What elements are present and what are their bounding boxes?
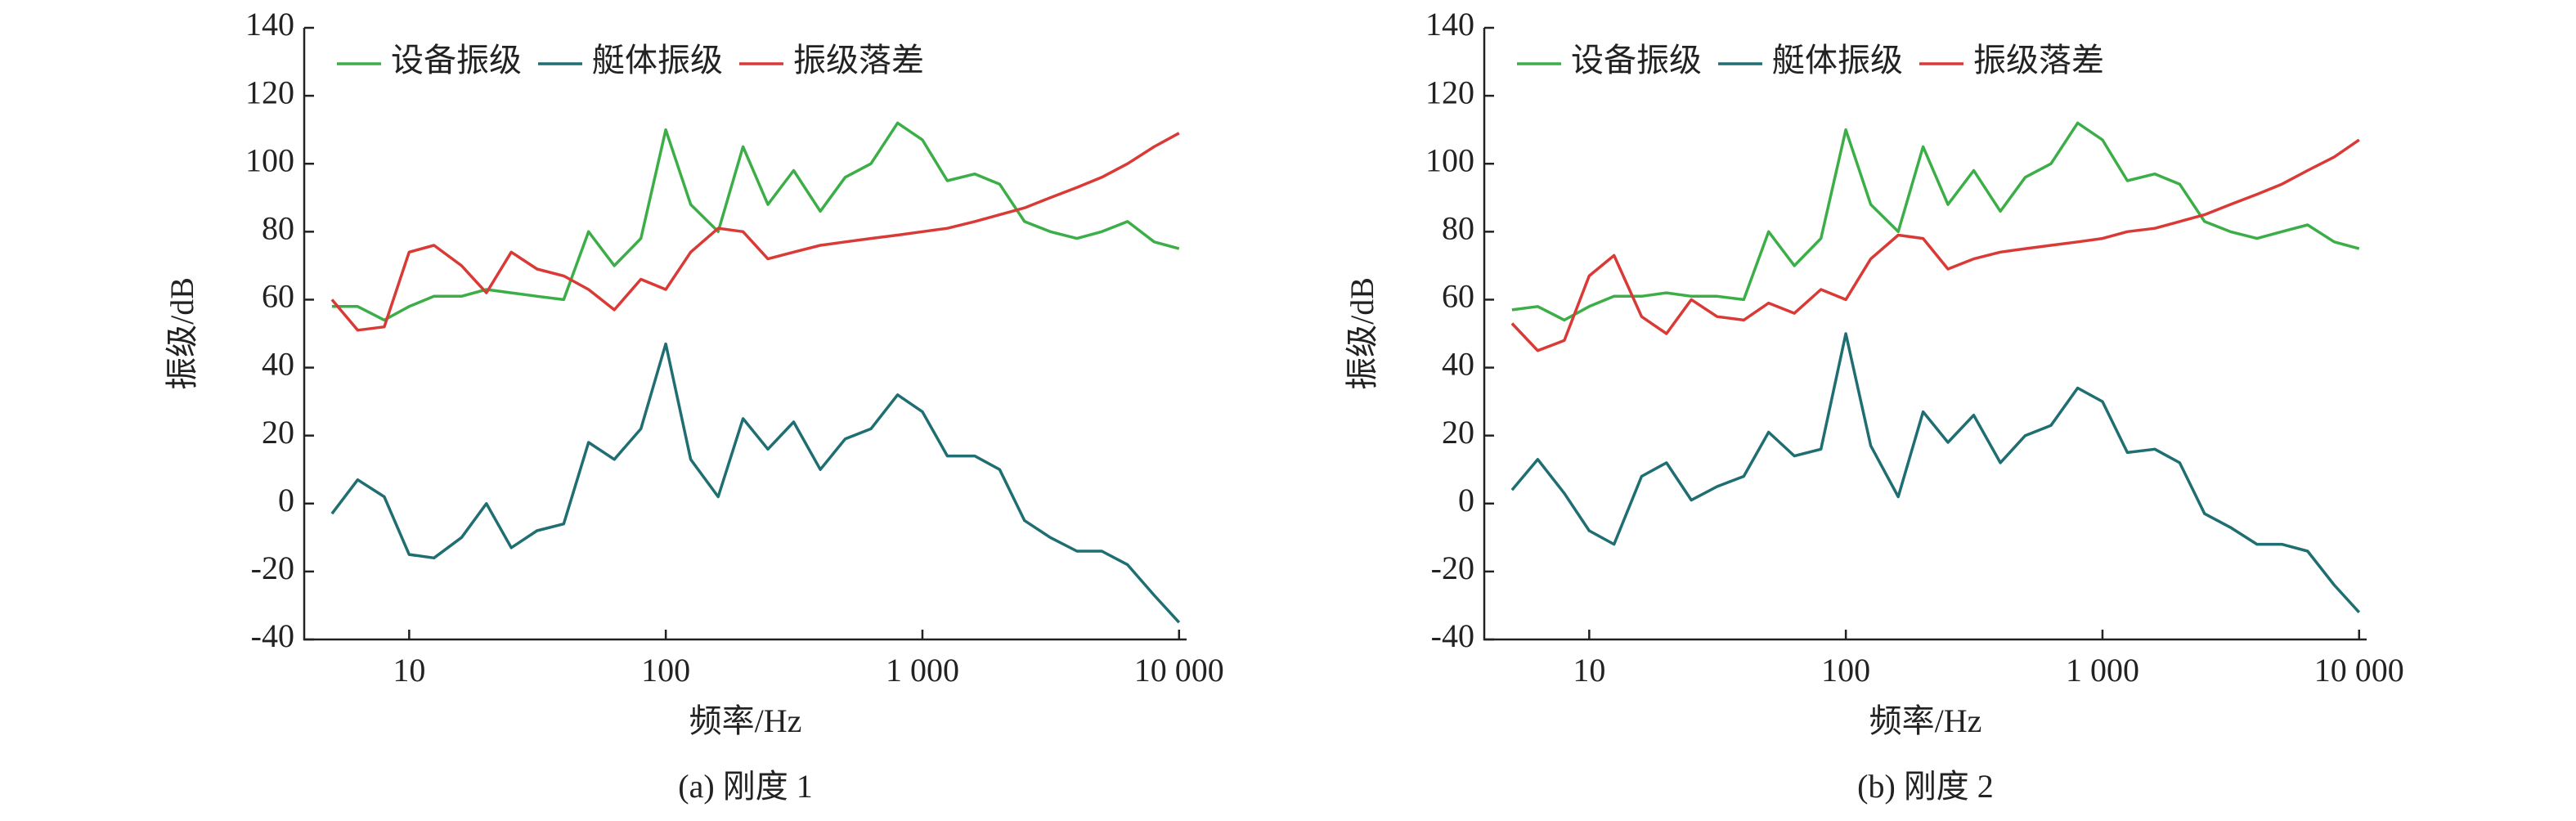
x-tick-label: 10 000 bbox=[2314, 652, 2404, 689]
y-tick-label: 140 bbox=[245, 6, 294, 43]
x-tick-label: 10 000 bbox=[1134, 652, 1224, 689]
legend-label: 设备振级 bbox=[1571, 42, 1702, 79]
axis-line bbox=[303, 28, 1187, 641]
series-line bbox=[1510, 332, 2361, 613]
series-line bbox=[331, 121, 1180, 322]
series-line bbox=[1511, 121, 2360, 322]
chart-title: (a) 刚度 1 bbox=[678, 768, 812, 805]
legend-label: 设备振级 bbox=[391, 42, 522, 79]
y-tick-label: 120 bbox=[1425, 74, 1474, 110]
y-axis-label: 振级/dB bbox=[164, 277, 200, 390]
y-tick-label: -20 bbox=[251, 550, 294, 586]
axis-line bbox=[1483, 28, 2367, 641]
legend-label: 艇体振级 bbox=[592, 42, 723, 79]
x-tick-label: 100 bbox=[641, 652, 690, 689]
x-axis-label: 频率/Hz bbox=[689, 702, 802, 739]
y-tick-label: -40 bbox=[251, 617, 294, 654]
y-tick-label: 60 bbox=[262, 278, 294, 315]
y-tick-label: 60 bbox=[1442, 278, 1474, 315]
y-tick-label: 0 bbox=[278, 482, 294, 518]
chart-title: (b) 刚度 2 bbox=[1857, 768, 1994, 805]
y-tick-label: 120 bbox=[245, 74, 294, 110]
y-tick-label: 40 bbox=[1442, 346, 1474, 383]
legend-label: 振级落差 bbox=[793, 42, 924, 79]
y-tick-label: 140 bbox=[1425, 6, 1474, 43]
series-line bbox=[1510, 138, 2360, 352]
legend-label: 艇体振级 bbox=[1772, 42, 1903, 79]
y-tick-label: 20 bbox=[1442, 414, 1474, 451]
y-tick-label: 80 bbox=[1442, 210, 1474, 247]
y-tick-label: -40 bbox=[1431, 617, 1474, 654]
y-tick-label: 40 bbox=[262, 346, 294, 383]
y-axis-label: 振级/dB bbox=[1344, 277, 1380, 390]
y-tick-label: -20 bbox=[1431, 550, 1474, 586]
y-tick-label: 0 bbox=[1458, 482, 1474, 518]
x-tick-label: 100 bbox=[1821, 652, 1870, 689]
series-line bbox=[330, 132, 1180, 332]
y-tick-label: 80 bbox=[262, 210, 294, 247]
y-tick-label: 100 bbox=[1425, 141, 1474, 178]
y-tick-label: 100 bbox=[245, 141, 294, 178]
y-tick-label: 20 bbox=[262, 414, 294, 451]
legend-label: 振级落差 bbox=[1973, 42, 2104, 79]
x-tick-label: 1 000 bbox=[886, 652, 959, 689]
x-tick-label: 10 bbox=[393, 652, 425, 689]
x-axis-label: 频率/Hz bbox=[1869, 702, 1982, 739]
series-line bbox=[330, 342, 1181, 624]
x-tick-label: 1 000 bbox=[2066, 652, 2139, 689]
x-tick-label: 10 bbox=[1573, 652, 1605, 689]
